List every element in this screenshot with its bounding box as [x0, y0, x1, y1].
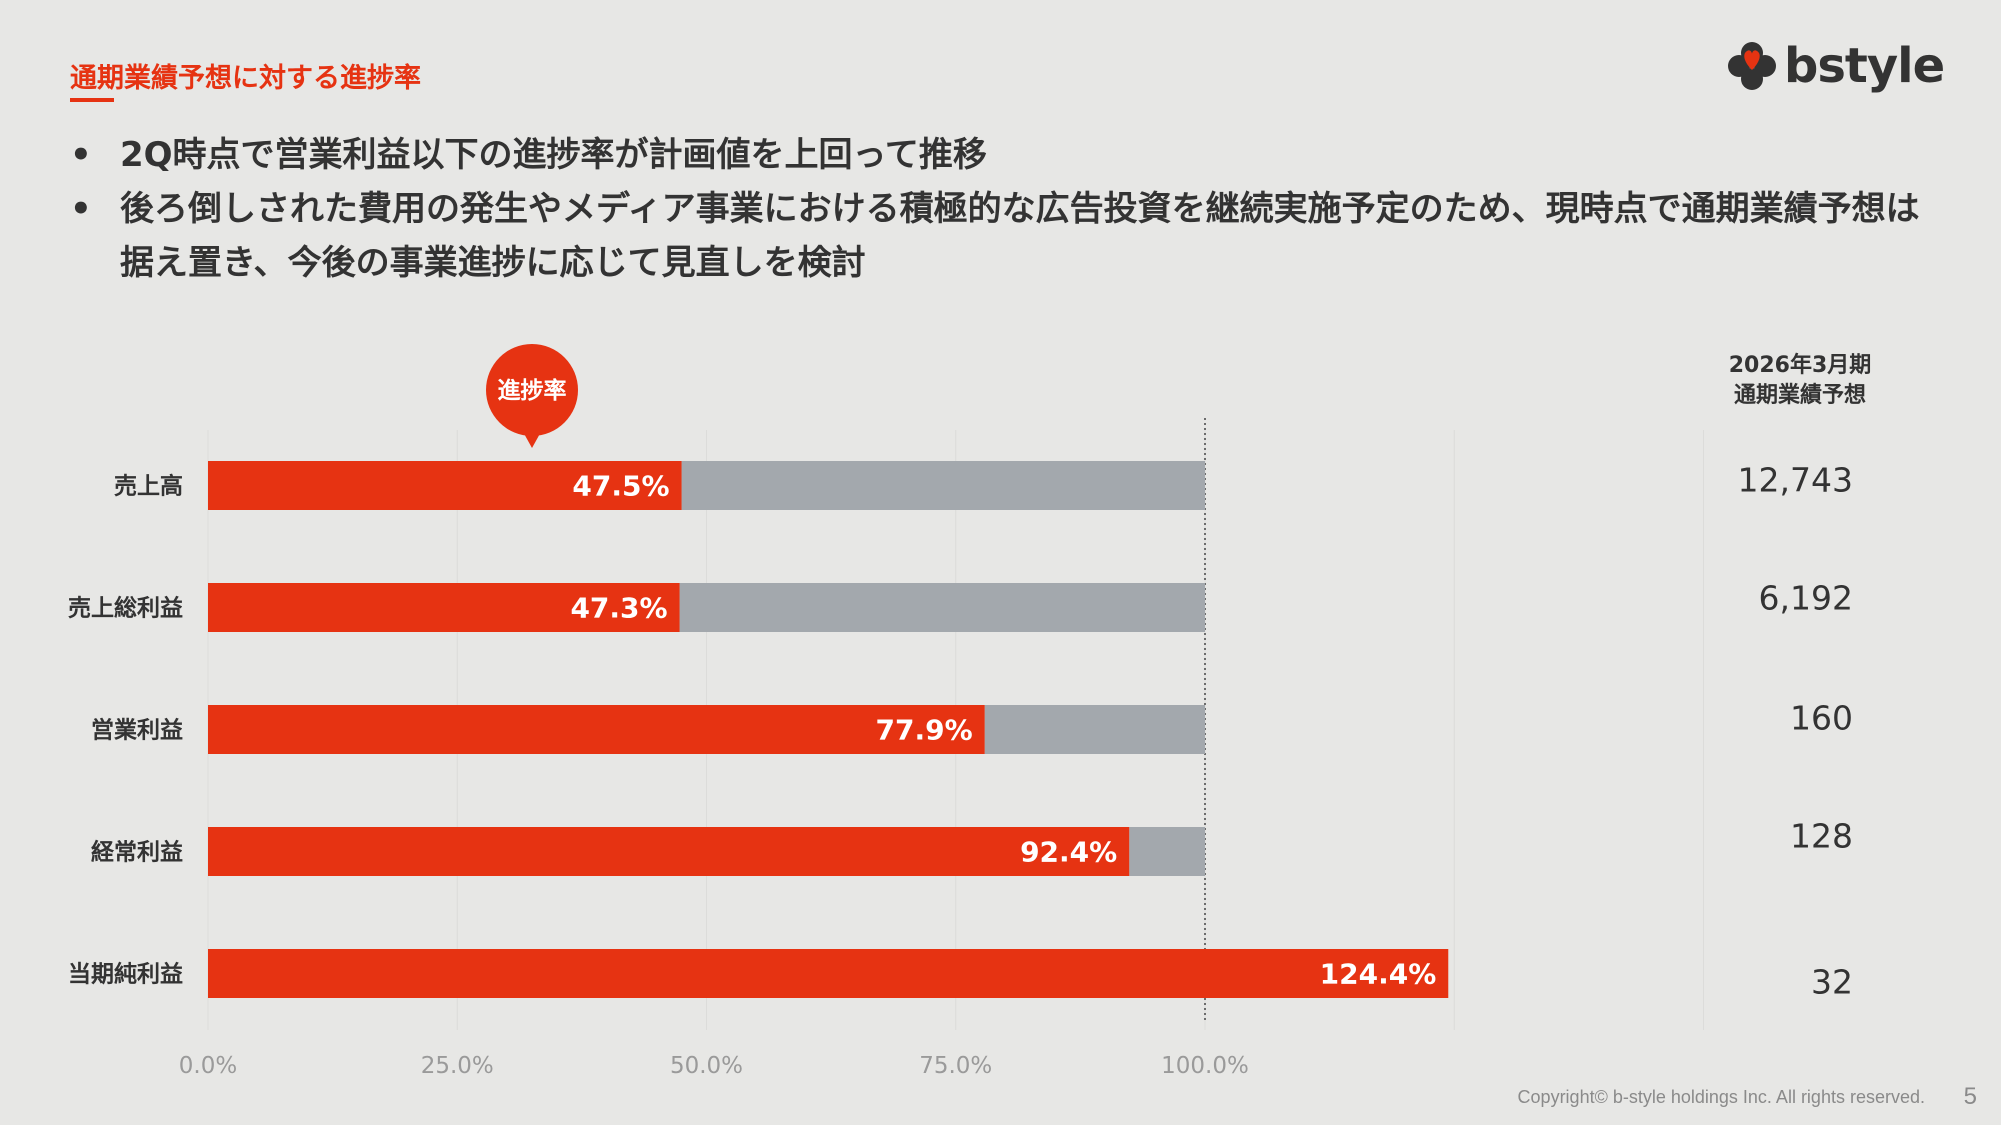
x-tick-label: 75.0%: [919, 1053, 992, 1079]
bar-value-label: 47.3%: [570, 592, 667, 625]
bar-progress: [208, 705, 985, 754]
category-label: 売上総利益: [68, 595, 183, 622]
forecast-value: 6,192: [1759, 579, 1853, 618]
bar-progress: [208, 949, 1449, 998]
bullet-text: 後ろ倒しされた費用の発生やメディア事業における積極的な広告投資を継続実施予定のた…: [120, 189, 1920, 283]
bullet-dot: •: [70, 189, 92, 229]
clover-logo-icon: [1728, 42, 1776, 90]
copyright: Copyright© b-style holdings Inc. All rig…: [1517, 1087, 1925, 1107]
bar-remainder: [679, 583, 1205, 632]
bar-progress: [208, 583, 680, 632]
bullet-dot: •: [70, 135, 92, 175]
callout-bubble: [486, 344, 578, 436]
forecast-header-line1: 2026年3月期: [1729, 352, 1872, 378]
callout-pointer: [522, 430, 542, 448]
forecast-value: 128: [1790, 817, 1853, 856]
bullet-text: 2Q時点で営業利益以下の進捗率が計画値を上回って推移: [120, 135, 987, 175]
forecast-value: 160: [1790, 699, 1853, 738]
x-tick-label: 50.0%: [670, 1053, 743, 1079]
bar-value-label: 124.4%: [1320, 958, 1437, 991]
bullet-item: • 後ろ倒しされた費用の発生やメディア事業における積極的な広告投資を継続実施予定…: [66, 182, 1936, 290]
bar-remainder: [681, 461, 1205, 510]
bar-value-label: 77.9%: [876, 714, 973, 747]
category-label: 当期純利益: [68, 961, 183, 988]
forecast-value: 32: [1811, 963, 1853, 1002]
section-title: 通期業績予想に対する進捗率: [70, 63, 421, 94]
forecast-value: 12,743: [1738, 461, 1853, 500]
callout-label: 進捗率: [498, 377, 567, 404]
progress-callout: 進捗率: [486, 344, 578, 448]
bar-value-label: 47.5%: [572, 470, 669, 503]
logo: bstyle: [1726, 36, 1945, 96]
category-label: 営業利益: [91, 717, 183, 744]
forecast-header-line2: 通期業績予想: [1734, 382, 1866, 408]
bullet-item: • 2Q時点で営業利益以下の進捗率が計画値を上回って推移: [66, 128, 1936, 182]
bullet-list: • 2Q時点で営業利益以下の進捗率が計画値を上回って推移 • 後ろ倒しされた費用…: [66, 128, 1936, 290]
category-label: 売上高: [114, 473, 183, 500]
x-tick-label: 100.0%: [1161, 1053, 1249, 1079]
x-tick-label: 25.0%: [421, 1053, 494, 1079]
bar-remainder: [1129, 827, 1205, 876]
bar-remainder: [984, 705, 1205, 754]
bar-value-label: 92.4%: [1020, 836, 1117, 869]
bar-progress: [208, 827, 1130, 876]
x-tick-label: 0.0%: [179, 1053, 237, 1079]
page-number: 5: [1963, 1083, 1977, 1110]
category-label: 経常利益: [91, 839, 183, 866]
logo-text: bstyle: [1784, 38, 1945, 94]
title-underline: [70, 98, 114, 102]
bar-progress: [208, 461, 682, 510]
